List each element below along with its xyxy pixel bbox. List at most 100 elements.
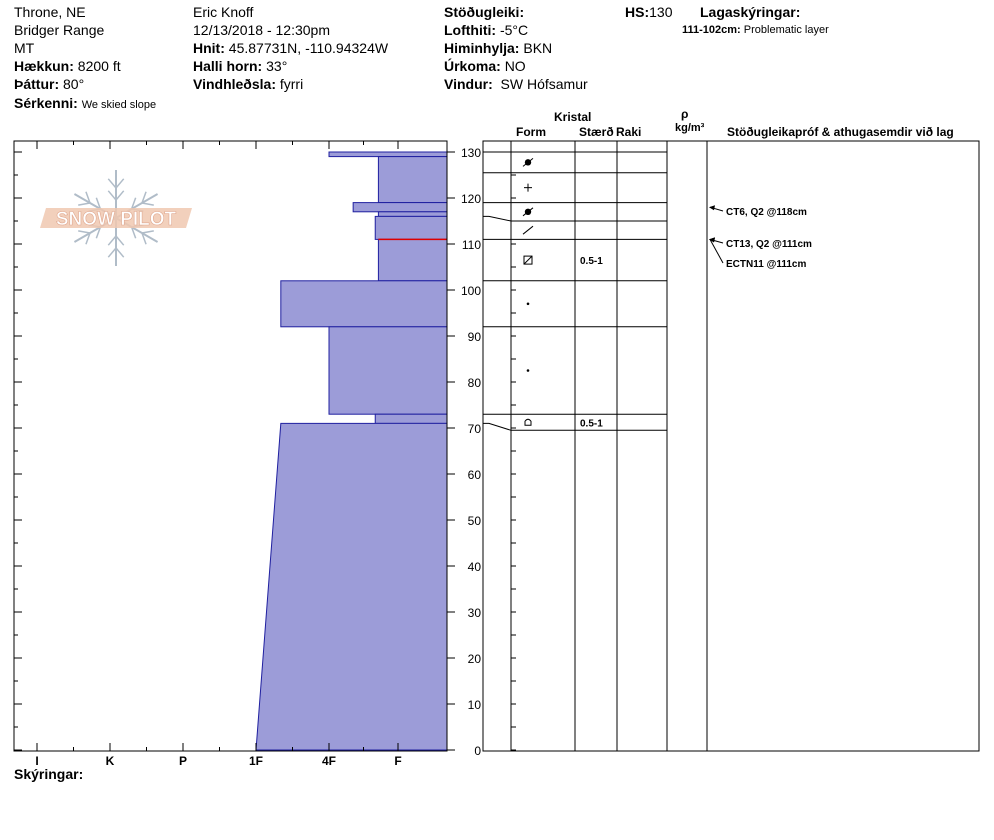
hardness-layer-7 [328, 326, 448, 415]
y-tick-label-80: 80 [468, 376, 482, 390]
table-frame [482, 140, 980, 752]
hs-value: 130 [649, 4, 673, 20]
grain-size-label: 0.5-1 [580, 256, 603, 267]
x-tick-label-I: I [35, 754, 38, 768]
range: Bridger Range [14, 22, 105, 38]
grain-form-slash [522, 225, 534, 235]
hardness-layer-0 [328, 151, 448, 158]
layer-note-range: 111-102cm: [682, 24, 741, 36]
y-tick-label-60: 60 [468, 468, 482, 482]
elevation-value: 8200 ft [77, 58, 121, 74]
snowflake-branch [115, 190, 125, 201]
wind-label: Vindur: [444, 76, 493, 92]
snowflake-branch [115, 247, 125, 258]
aspect-row: Þáttur: 80° [14, 76, 84, 92]
sky-label: Himinhylja: [444, 40, 520, 56]
grain-form-df-decomposed [522, 157, 534, 167]
test-arrowhead-2 [709, 237, 715, 243]
precip-value: NO [504, 58, 526, 74]
snowflake-branch [141, 230, 154, 234]
precip-row: Úrkoma: NO [444, 58, 526, 74]
precip-label: Úrkoma: [444, 58, 501, 74]
slope-row: Halli horn: 33° [193, 58, 287, 74]
layer-note: 111-102cm: Problematic layer [682, 24, 829, 36]
features-row: Sérkenni: We skied slope [14, 95, 156, 111]
coords-value: 45.87731N, -110.94324W [228, 40, 389, 56]
y-tick-label-10: 10 [468, 698, 482, 712]
snowpilot-logo: SNOW PILOT [40, 170, 192, 266]
legend-label: Skýringar: [14, 766, 84, 782]
y-tick-label-50: 50 [468, 514, 482, 528]
air-temp-value: -5°C [499, 22, 529, 38]
aspect-label: Þáttur: [14, 76, 60, 92]
snowflake-branch [85, 232, 91, 245]
hardness-profile [255, 151, 448, 751]
x-tick-label-4F: 4F [322, 754, 336, 768]
grain-form-pp-plus [524, 183, 532, 192]
grain-table: 0.5-1 0.5-1 [482, 140, 980, 752]
snowflake-branch [115, 235, 125, 246]
grain-symbol-df-stroke [522, 207, 534, 217]
y-tick-label-110: 110 [462, 238, 481, 252]
snowflake-branch [95, 226, 102, 239]
layer-note-text: Problematic layer [743, 24, 829, 36]
hardness-layer-2 [352, 202, 448, 213]
depth-connector-8 [483, 422, 512, 431]
hardness-layer-4 [374, 215, 448, 240]
moisture-header: Raki [616, 125, 642, 139]
y-tick-label-30: 30 [468, 606, 482, 620]
features-label: Sérkenni: [14, 95, 78, 111]
y-tick-label-70: 70 [468, 422, 482, 436]
y-tick-label-90: 90 [468, 330, 482, 344]
grain-size-label: 0.5-1 [580, 418, 603, 429]
snowflake-branch [141, 232, 147, 245]
grain-form-dot [526, 302, 530, 306]
snowflake-branch [107, 247, 117, 258]
density-unit-header: kg/m³ [675, 122, 705, 134]
form-header: Form [516, 125, 546, 139]
grain-symbol-dot [526, 369, 530, 372]
test-arrow-line-2 [709, 239, 724, 264]
datetime: 12/13/2018 - 12:30pm [193, 22, 330, 38]
kristal-header: Kristal [554, 110, 592, 124]
x-tick-label-F: F [394, 754, 401, 768]
grain-form-df-decomposed [522, 207, 534, 217]
coords-label: Hnit: [193, 40, 225, 56]
test-label-0: CT6, Q2 @118cm [726, 207, 807, 218]
hardness-layer-5 [377, 238, 448, 282]
wind-loading-row: Vindhleðsla: fyrri [193, 76, 303, 92]
state: MT [14, 40, 35, 56]
air-temp-row: Lofthiti: -5°C [444, 22, 528, 38]
slope-label: Halli horn: [193, 58, 263, 74]
location: Throne, NE [14, 4, 86, 20]
sky-row: Himinhylja: BKN [444, 40, 552, 56]
snowflake-branch [107, 190, 117, 201]
chart-axes: 0 10 20 30 40 50 60 70 80 90 100 110 120 130 I K P 1F 4F F [13, 140, 482, 768]
hardness-layer-6 [280, 280, 448, 328]
snowflake-branch [130, 197, 137, 210]
grain-form-dot [526, 369, 530, 372]
stability-tests: CT6, Q2 @118cm CT13, Q2 @111cm ECTN11 @111… [709, 205, 812, 270]
wind-loading-label: Vindhleðsla: [193, 76, 276, 92]
x-tick-label-P: P [179, 754, 187, 768]
sky-value: BKN [523, 40, 553, 56]
test-arrowhead-0 [709, 205, 715, 211]
snowflake-branch [141, 202, 154, 206]
wind-value: SW Hófsamur [500, 76, 588, 92]
snowflake-branch [78, 230, 91, 234]
coords-row: Hnit: 45.87731N, -110.94324W [193, 40, 388, 56]
wind-loading-value: fyrri [279, 76, 304, 92]
air-temp-label: Lofthiti: [444, 22, 497, 38]
grain-symbol-dot [526, 302, 530, 306]
logo-banner [40, 208, 192, 228]
test-label-1: CT13, Q2 @111cm [726, 239, 812, 250]
logo-text: SNOW PILOT [56, 209, 177, 230]
snowflake-branch [115, 178, 125, 189]
y-tick-label-0: 0 [474, 744, 481, 758]
y-tick-label-130: 130 [461, 146, 481, 160]
grain-form-fc-boxed [523, 255, 533, 265]
y-tick-label-20: 20 [468, 652, 482, 666]
observer: Eric Knoff [193, 4, 254, 20]
slope-value: 33° [266, 58, 288, 74]
